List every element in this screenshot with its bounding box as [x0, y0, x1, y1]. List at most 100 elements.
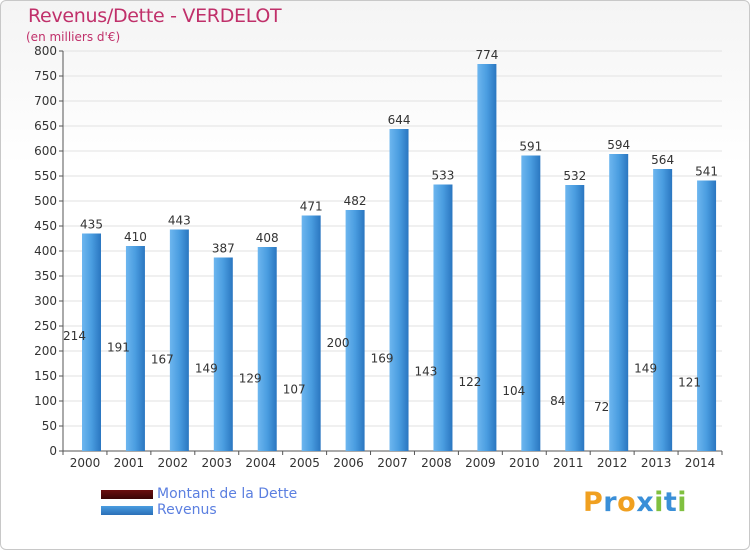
data-label-revenue: 435: [80, 218, 103, 232]
bar-revenue: [125, 246, 145, 451]
bar-debt: [592, 415, 611, 451]
bar-revenue: [169, 229, 189, 451]
data-label-debt: 121: [678, 376, 701, 390]
logo-letter: i: [677, 487, 688, 518]
logo-letter: i: [654, 487, 664, 518]
data-label-debt: 169: [371, 352, 394, 366]
y-tick-label: 450: [34, 219, 57, 233]
bar-debt: [373, 367, 392, 452]
bar-debt: [680, 391, 699, 452]
y-tick-label: 0: [49, 444, 57, 458]
legend-label-debt: Montant de la Dette: [157, 486, 298, 502]
bar-revenue: [301, 215, 321, 451]
y-tick-label: 150: [34, 369, 57, 383]
y-tick-label: 650: [34, 119, 57, 133]
bar-debt: [153, 368, 172, 452]
x-tick-label: 2004: [245, 456, 276, 470]
bar-revenue: [565, 185, 585, 451]
x-tick-label: 2011: [553, 456, 584, 470]
logo-letter: r: [603, 487, 618, 518]
x-tick-label: 2007: [377, 456, 408, 470]
x-tick-label: 2013: [641, 456, 672, 470]
proxiti-logo: Proxiti: [583, 487, 687, 518]
data-label-revenue: 410: [124, 230, 147, 244]
x-tick-label: 2001: [114, 456, 145, 470]
x-tick-label: 2002: [158, 456, 189, 470]
x-tick-label: 2003: [201, 456, 232, 470]
data-label-debt: 129: [239, 372, 262, 386]
data-label-revenue: 591: [519, 140, 542, 154]
bar-revenue: [697, 180, 717, 451]
bar-revenue: [609, 154, 629, 451]
data-label-revenue: 387: [212, 242, 235, 256]
data-label-debt: 167: [151, 353, 174, 367]
bar-revenue: [477, 64, 497, 451]
bar-debt: [460, 390, 479, 451]
bar-revenue: [345, 210, 365, 451]
data-label-revenue: 532: [563, 169, 586, 183]
legend-swatch-revenue: [101, 506, 153, 515]
data-label-debt: 214: [63, 329, 86, 343]
logo-letter: P: [583, 487, 604, 518]
data-label-revenue: 443: [168, 214, 191, 228]
logo-letter: x: [636, 487, 655, 518]
x-tick-label: 2000: [70, 456, 101, 470]
bar-revenue: [389, 129, 409, 451]
data-label-debt: 149: [195, 362, 218, 376]
x-tick-label: 2009: [465, 456, 496, 470]
x-tick-label: 2010: [509, 456, 540, 470]
y-tick-label: 500: [34, 194, 57, 208]
data-label-debt: 84: [550, 394, 565, 408]
data-label-revenue: 533: [432, 169, 455, 183]
x-tick-label: 2006: [333, 456, 364, 470]
data-label-debt: 191: [107, 341, 130, 355]
legend-swatch-debt: [101, 490, 153, 499]
y-tick-label: 700: [34, 94, 57, 108]
legend-label-revenue: Revenus: [157, 502, 217, 518]
bar-debt: [504, 399, 523, 451]
bar-revenue: [653, 169, 673, 451]
y-tick-label: 300: [34, 294, 57, 308]
data-label-debt: 104: [502, 384, 525, 398]
bar-revenue: [521, 155, 541, 451]
y-tick-label: 600: [34, 144, 57, 158]
data-label-revenue: 644: [388, 113, 411, 127]
data-label-revenue: 408: [256, 231, 279, 245]
bar-debt: [548, 409, 567, 451]
y-tick-label: 200: [34, 344, 57, 358]
y-tick-label: 400: [34, 244, 57, 258]
data-label-debt: 143: [415, 365, 438, 379]
bar-debt: [285, 398, 304, 452]
bar-debt: [65, 344, 84, 451]
bar-revenue: [257, 247, 277, 451]
logo-letter: t: [663, 487, 678, 518]
bar-revenue: [433, 184, 453, 451]
data-label-revenue: 471: [300, 200, 323, 214]
bar-revenue: [82, 233, 101, 451]
y-tick-label: 550: [34, 169, 57, 183]
bar-debt: [416, 380, 435, 452]
data-label-debt: 122: [458, 375, 481, 389]
data-label-revenue: 774: [475, 48, 498, 62]
x-tick-label: 2014: [685, 456, 716, 470]
y-tick-label: 800: [34, 44, 57, 58]
y-tick-label: 350: [34, 269, 57, 283]
data-label-debt: 200: [327, 336, 350, 350]
data-label-revenue: 564: [651, 153, 674, 167]
data-label-revenue: 541: [695, 165, 718, 179]
data-label-debt: 107: [283, 383, 306, 397]
logo-letter: o: [617, 487, 637, 518]
bar-debt: [109, 356, 128, 452]
chart-subtitle: (en milliers d'€): [26, 30, 121, 44]
bar-debt: [636, 377, 655, 452]
y-tick-label: 100: [34, 394, 57, 408]
data-label-revenue: 594: [607, 138, 630, 152]
y-tick-label: 250: [34, 319, 57, 333]
data-label-revenue: 482: [344, 194, 367, 208]
data-label-debt: 72: [594, 400, 609, 414]
x-tick-label: 2012: [597, 456, 628, 470]
bar-revenue: [213, 257, 233, 451]
bar-debt: [197, 377, 216, 452]
